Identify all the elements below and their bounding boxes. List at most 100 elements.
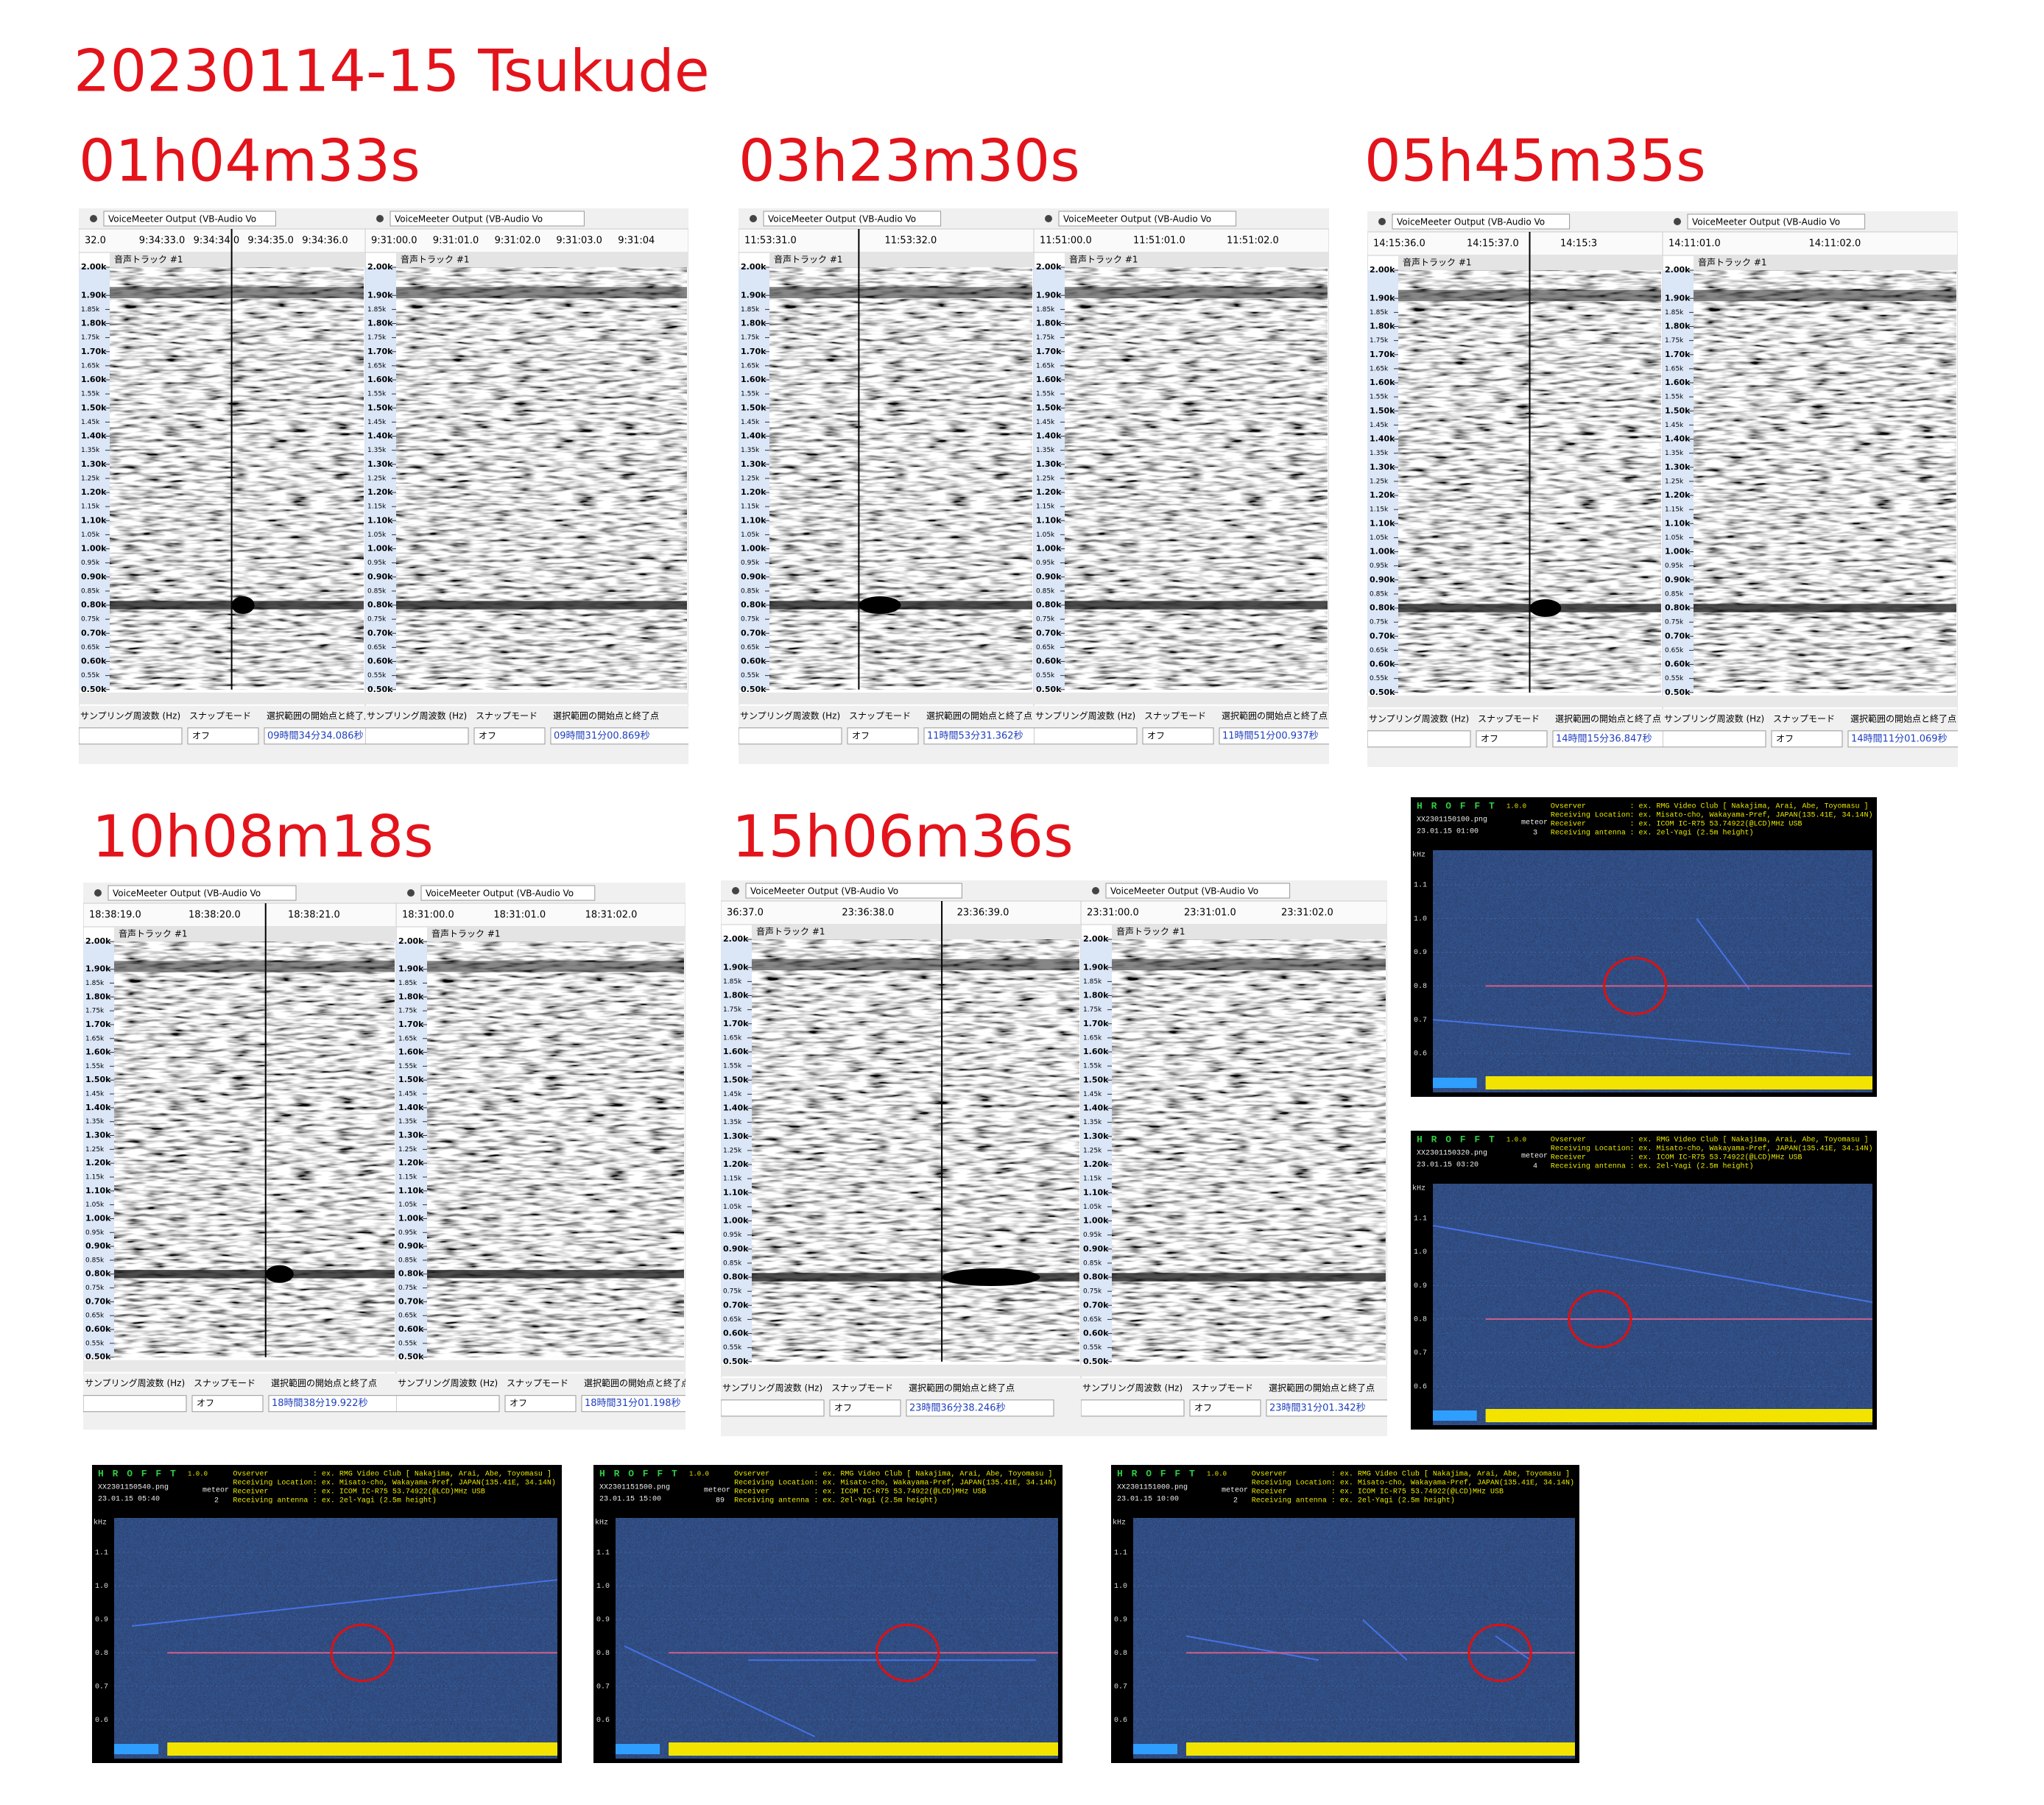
freq-tick-label: 1.90k: [85, 964, 111, 974]
selection-start: 18時間38分19.922秒: [272, 1398, 368, 1409]
freq-tick-label: 1.85k: [1036, 306, 1055, 314]
device-dropdown: [745, 883, 962, 899]
hrofft-brand: H R O F F T: [599, 1468, 679, 1479]
device-dropdown: [103, 211, 276, 227]
freq-tick-label: 0.50k: [1036, 685, 1062, 694]
freq-tick-label: 1.60k: [741, 375, 766, 384]
freq-tick-label: 1.90k: [1036, 290, 1062, 300]
meteor-echo: [1529, 599, 1562, 618]
freq-tick-label: 1.30k: [1083, 1131, 1109, 1141]
freq-tick-label: 0.50k: [741, 685, 766, 694]
freq-tick-label: 1.85k: [1083, 978, 1102, 986]
snap-label: スナップモード: [194, 1378, 256, 1388]
hrofft-panel: H R O F F T 1.0.0 XX2301151500.png 23.01.15…: [593, 1465, 1062, 1763]
selection-box: [268, 1395, 396, 1413]
freq-tick-label: 1.40k: [85, 1103, 111, 1112]
freq-tick-label: 1.00k: [1036, 544, 1062, 554]
timeline: [365, 228, 688, 253]
y-tick-label: 1.0: [1414, 1248, 1427, 1257]
freq-tick-label: 1.35k: [1083, 1119, 1102, 1126]
y-tick-label: 0.8: [1414, 1315, 1427, 1324]
freq-tick-label: 1.20k: [81, 487, 107, 497]
freq-tick-label: 0.95k: [367, 559, 387, 567]
ruler-label: 9:31:01.0: [433, 236, 479, 247]
rate-label: サンプリング周波数 (Hz): [367, 710, 467, 721]
freq-tick-label: 1.40k: [1370, 434, 1395, 444]
freq-tick-label: 1.70k: [741, 347, 766, 356]
ruler-label: 23:36:38.0: [842, 908, 894, 919]
carrier-band: [1112, 1273, 1386, 1282]
ruler-label: 11:53:31.0: [744, 236, 797, 247]
device-name: VoiceMeeter Output (VB-Audio Vo: [768, 214, 916, 225]
freq-tick-label: 0.80k: [367, 600, 393, 610]
hrofft-date: 23.01.15 05:40: [98, 1496, 160, 1504]
device-dropdown: [1058, 211, 1237, 227]
freq-tick-label: 0.85k: [1083, 1260, 1102, 1267]
freq-tick-label: 1.90k: [398, 964, 424, 974]
level-bar-cyan: [1433, 1078, 1477, 1088]
selection-box: [1266, 1399, 1387, 1417]
freq-tick-label: 0.60k: [85, 1324, 111, 1334]
ruler-label: 14:15:37.0: [1467, 239, 1519, 250]
device-name: VoiceMeeter Output (VB-Audio Vo: [426, 889, 574, 899]
freq-tick-label: 1.80k: [81, 319, 107, 328]
audacity-window: VoiceMeeter Output (VB-Audio Vo 18:38:19.…: [83, 883, 396, 1430]
echo-trace: [1696, 918, 1750, 990]
freq-tick-label: 0.90k: [1665, 575, 1691, 584]
freq-tick-label: 0.70k: [367, 628, 393, 637]
freq-tick-label: 1.65k: [1665, 365, 1684, 372]
ruler-label: 23:31:00.0: [1087, 908, 1139, 919]
freq-tick-label: 0.60k: [367, 657, 393, 666]
echo-trace: [1432, 1224, 1873, 1303]
ruler-label: 18:38:20.0: [188, 910, 241, 921]
freq-tick-label: 0.55k: [723, 1344, 742, 1352]
info-value: : ex. ICOM IC-R75 53.74922(@LCD)MHz USB: [1630, 1154, 1802, 1162]
ruler-label: 14:11:01.0: [1668, 239, 1721, 250]
freq-tick-label: 1.00k: [741, 544, 766, 554]
freq-tick-label: 1.00k: [723, 1216, 749, 1226]
freq-tick-label: 2.00k: [1665, 265, 1691, 275]
y-tick-label: 0.6: [596, 1717, 610, 1725]
freq-tick-label: 1.40k: [1665, 434, 1691, 444]
snap-value: オフ: [192, 730, 210, 741]
freq-tick-label: 0.95k: [398, 1229, 417, 1237]
freq-axis: [1367, 270, 1398, 693]
selection-box: [923, 727, 1034, 745]
highlight-circle: [1568, 1290, 1632, 1349]
selection-label: 選択範囲の開始点と終了点: [926, 710, 1032, 721]
unit-label: kHz: [1113, 1519, 1126, 1527]
freq-tick-label: 1.20k: [367, 487, 393, 497]
device-name: VoiceMeeter Output (VB-Audio Vo: [750, 886, 898, 897]
freq-tick-label: 1.85k: [367, 306, 387, 314]
hrofft-file: XX2301151500.png: [599, 1484, 670, 1492]
info-key: Receiving antenna: [1252, 1497, 1327, 1505]
freq-tick-label: 1.40k: [1083, 1103, 1109, 1113]
y-tick-label: 1.1: [1414, 1215, 1427, 1223]
freq-tick-label: 1.75k: [1370, 337, 1389, 345]
freq-tick-label: 0.75k: [1665, 619, 1684, 626]
hrofft-version: 1.0.0: [1207, 1470, 1227, 1477]
freq-tick-label: 1.80k: [723, 991, 749, 1000]
freq-tick-label: 0.90k: [85, 1241, 111, 1251]
freq-tick-label: 1.75k: [81, 334, 100, 342]
snap-label: スナップモード: [1773, 713, 1835, 724]
track-name: 音声トラック #1: [1069, 254, 1138, 265]
ruler-label: 18:31:01.0: [493, 910, 546, 921]
top-band: [1065, 286, 1328, 299]
y-tick-label: 0.9: [596, 1616, 610, 1624]
hrofft-file: XX2301150100.png: [1417, 816, 1487, 824]
freq-tick-label: 1.10k: [741, 515, 766, 525]
ruler-label: 23:31:02.0: [1281, 908, 1333, 919]
rate-label: サンプリング周波数 (Hz): [1082, 1382, 1183, 1393]
mic-icon: [1092, 887, 1099, 894]
spectrogram: [1065, 267, 1328, 690]
snap-dropdown: [1476, 730, 1548, 748]
carrier-band: [114, 1270, 395, 1279]
freq-tick-label: 1.05k: [1370, 534, 1389, 542]
freq-tick-label: 1.15k: [81, 504, 100, 511]
top-band: [752, 958, 1079, 971]
freq-tick-label: 0.80k: [398, 1269, 424, 1279]
device-dropdown: [420, 885, 596, 901]
